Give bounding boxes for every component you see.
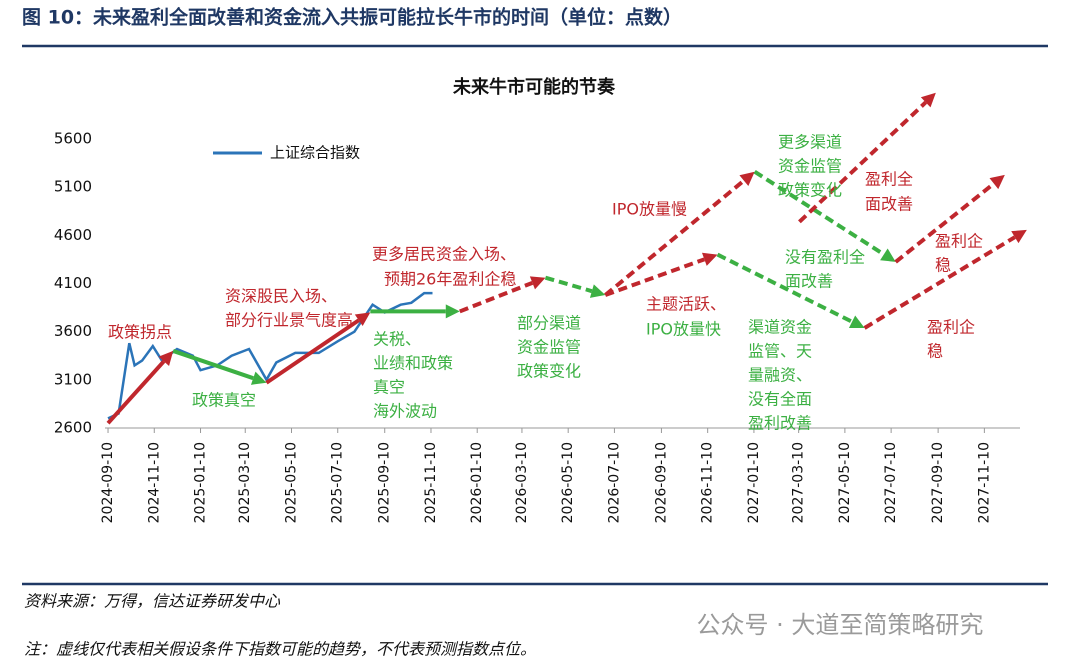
x-tick-label: 2027-05-10 (837, 442, 853, 523)
annotation: IPO放量快 (646, 320, 721, 339)
arrow-head (880, 248, 896, 262)
source: 资料来源：万得，信达证券研发中心 (24, 592, 281, 611)
scenario-arrow (753, 170, 885, 257)
arrow-head (158, 350, 174, 367)
annotation: 预期26年盈利企稳 (384, 270, 516, 289)
annotation: 政策变化 (517, 362, 581, 381)
scenario-arrow (172, 349, 254, 381)
x-tick-label: 2025-09-10 (377, 442, 393, 523)
annotation: 真空 (373, 378, 405, 397)
x-tick-label: 2027-03-10 (791, 442, 807, 523)
x-tick-label: 2025-07-10 (330, 442, 346, 523)
y-tick-label: 3100 (54, 370, 92, 388)
y-tick-label: 5100 (54, 178, 92, 196)
scenario-arrow (863, 235, 1016, 330)
annotation: 政策拐点 (108, 323, 172, 342)
note: 注：虚线仅代表相关假设条件下指数可能的趋势，不代表预测指数点位。 (24, 640, 536, 659)
annotation: 渠道资金 (748, 318, 812, 337)
annotation: 资深股民入场、 (225, 287, 337, 306)
annotation: 政策真空 (192, 391, 256, 410)
annotation: 稳 (927, 342, 943, 361)
annotation: 关税、 (373, 330, 421, 349)
x-tick-label: 2026-11-10 (700, 442, 716, 523)
legend-label: 上证综合指数 (270, 144, 360, 162)
annotation: 更多渠道 (778, 133, 842, 152)
annotation: 量融资、 (748, 366, 812, 385)
annotation: IPO放量慢 (612, 200, 687, 219)
annotation: 更多居民资金入场、 (372, 245, 516, 264)
arrow-head (445, 304, 460, 319)
scenario-arrow (798, 100, 928, 224)
annotation: 盈利企 (927, 318, 975, 337)
scenario-arrow (106, 359, 166, 425)
x-tick-label: 2027-01-10 (746, 442, 762, 523)
annotation: 部分渠道 (517, 314, 581, 333)
x-tick-label: 2026-05-10 (560, 442, 576, 523)
x-tick-label: 2026-01-10 (469, 442, 485, 523)
scenario-arrow (265, 318, 360, 385)
annotation: 盈利改善 (748, 414, 812, 433)
arrow-head (529, 276, 546, 290)
chart-title: 未来牛市可能的节奏 (453, 76, 616, 98)
scenario-arrow (544, 275, 593, 294)
y-tick-label: 4600 (54, 226, 92, 244)
x-tick-label: 2024-09-10 (100, 442, 116, 523)
scenario-arrow (716, 252, 853, 324)
x-tick-label: 2025-01-10 (193, 442, 209, 523)
arrow-head (589, 284, 606, 298)
annotation: 面改善 (865, 195, 913, 214)
annotation: 业绩和政策 (373, 354, 453, 373)
watermark: 公众号 · 大道至简策略研究 (697, 611, 984, 639)
arrow-head (739, 171, 755, 187)
arrow-head (848, 315, 865, 329)
scenario-arrow (894, 182, 996, 264)
arrow-head (989, 174, 1005, 190)
annotation: 监管、天 (748, 342, 812, 361)
x-tick-label: 2027-11-10 (976, 442, 992, 523)
arrow-head (354, 312, 371, 327)
y-tick-label: 5600 (54, 129, 92, 147)
x-tick-label: 2025-03-10 (237, 442, 253, 523)
figure-title: 图 10：未来盈利全面改善和资金流入共振可能拉长牛市的时间（单位：点数） (22, 6, 682, 29)
annotation: 资金监管 (517, 338, 581, 357)
annotation: 面改善 (785, 272, 833, 291)
arrow-head (701, 252, 718, 266)
y-tick-label: 4100 (54, 274, 92, 292)
y-tick-label: 3600 (54, 322, 92, 340)
x-tick-label: 2027-09-10 (930, 442, 946, 523)
x-tick-label: 2026-09-10 (653, 442, 669, 523)
scenario-arrow (604, 257, 706, 297)
annotation: 部分行业景气度高 (225, 311, 353, 330)
annotation: 政策变化 (778, 181, 842, 200)
x-tick-label: 2026-07-10 (606, 442, 622, 523)
annotation: 资金监管 (778, 157, 842, 176)
annotation: 稳 (935, 256, 951, 275)
annotation: 没有全面 (748, 390, 812, 409)
annotation: 盈利全 (865, 170, 913, 189)
x-tick-label: 2026-03-10 (514, 442, 530, 523)
annotation: 海外波动 (373, 402, 437, 421)
annotation: 没有盈利全 (785, 248, 865, 267)
arrow-head (250, 371, 267, 385)
x-tick-label: 2025-11-10 (423, 442, 439, 523)
arrow-head (1011, 229, 1027, 244)
x-tick-label: 2025-05-10 (283, 442, 299, 523)
x-tick-label: 2024-11-10 (146, 442, 162, 523)
arrow-head (920, 92, 936, 108)
annotation: 主题活跃、 (646, 295, 726, 314)
annotation: 盈利企 (935, 232, 983, 251)
scenario-arrow (604, 179, 746, 297)
x-tick-label: 2027-07-10 (883, 442, 899, 523)
y-tick-label: 2600 (54, 419, 92, 437)
